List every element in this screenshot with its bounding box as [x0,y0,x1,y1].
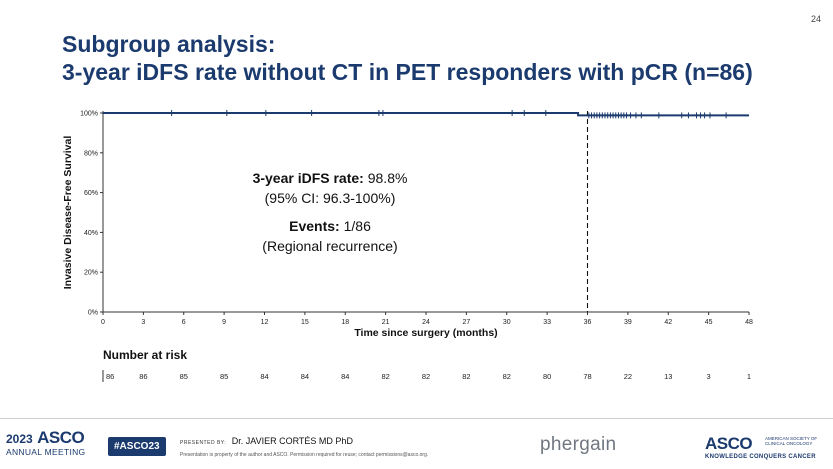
number-at-risk-label: Number at risk [103,348,188,362]
survival-curve [103,112,749,117]
at-risk-count: 78 [583,372,591,381]
x-tick-label: 33 [543,319,551,326]
at-risk-count: 13 [664,372,672,381]
events-annotation: Events: 1/86 [215,218,445,234]
x-tick-label: 39 [624,319,632,326]
at-risk-count: 22 [624,372,632,381]
x-tick-label: 3 [141,319,145,326]
x-tick-label: 0 [101,319,105,326]
x-tick-label: 24 [422,319,430,326]
hashtag-badge: #ASCO23 [108,437,166,456]
x-tick-label: 45 [705,319,713,326]
at-risk-count: 82 [503,372,511,381]
at-risk-count: 3 [707,372,711,381]
title-line-2: 3-year iDFS rate without CT in PET respo… [62,59,753,85]
x-tick-label: 9 [222,319,226,326]
x-tick-label: 30 [503,319,511,326]
x-tick-label: 6 [182,319,186,326]
presenter-name: Dr. JAVIER CORTÉS MD PhD [231,436,353,446]
at-risk-count: 82 [462,372,470,381]
at-risk-count: 84 [341,372,349,381]
x-tick-label: 36 [584,319,592,326]
at-risk-count: 85 [180,372,188,381]
events-value: 1/86 [343,218,371,234]
asco-right-brand: ASCO [705,434,753,453]
y-tick-label: 60% [84,190,98,197]
rate-value: 98.8% [367,170,408,186]
y-tick-label: 100% [80,111,98,118]
at-risk-count: 85 [220,372,228,381]
km-chart: 0%20%40%60%80%100%0 3 6 9 12 15 18 21 24 27 30 33 36… [62,110,753,382]
at-risk-count: 86 [139,372,147,381]
y-tick-label: 40% [84,230,98,237]
x-tick-label: 21 [382,319,390,326]
y-axis-label: Invasive Disease-Free Survival [62,136,74,290]
copyright-notice: Presentation is property of the author a… [180,452,429,458]
x-tick-label: 42 [664,319,672,326]
title-line-1: Subgroup analysis: [62,31,276,57]
slide-title: Subgroup analysis: 3-year iDFS rate with… [62,30,753,86]
x-axis-label: Time since surgery (months) [354,327,497,339]
events-label: Events: [289,218,340,234]
logo-annual-meeting: ANNUAL MEETING [6,447,86,457]
x-tick-label: 12 [261,319,269,326]
asco-tagline: KNOWLEDGE CONQUERS CANCER [705,454,816,460]
at-risk-count: 1 [747,372,751,381]
at-risk-count: 86 [106,372,114,381]
asco-annual-meeting-logo: 2023 ASCO ANNUAL MEETING [6,429,86,458]
logo-year: 2023 [6,432,33,446]
at-risk-count: 84 [301,372,309,381]
x-tick-label: 27 [462,319,470,326]
rate-label: 3-year iDFS rate: [252,170,364,186]
presented-by-label: PRESENTED BY: [180,440,227,446]
rate-annotation: 3-year iDFS rate: 98.8% [215,170,445,186]
x-tick-label: 48 [745,319,753,326]
asco-society-logo: ASCO AMERICAN SOCIETY OF CLINICAL ONCOLO… [705,434,817,460]
at-risk-count: 84 [260,372,268,381]
y-tick-label: 80% [84,150,98,157]
at-risk-count: 82 [381,372,389,381]
page-number: 24 [810,14,821,24]
x-tick-label: 15 [301,319,309,326]
ci-annotation: (95% CI: 96.3-100%) [264,190,396,206]
presenter: PRESENTED BY: Dr. JAVIER CORTÉS MD PhD [180,436,353,446]
x-tick-label: 18 [341,319,349,326]
asco-society-name: AMERICAN SOCIETY OF CLINICAL ONCOLOGY [765,436,818,446]
phergain-logo: phergain [540,434,617,455]
events-detail: (Regional recurrence) [262,238,398,254]
logo-asco: ASCO [37,428,85,447]
at-risk-count: 80 [543,372,551,381]
y-tick-label: 0% [88,310,98,317]
y-tick-label: 20% [84,270,98,277]
at-risk-count: 82 [422,372,430,381]
footer-divider [0,418,833,419]
